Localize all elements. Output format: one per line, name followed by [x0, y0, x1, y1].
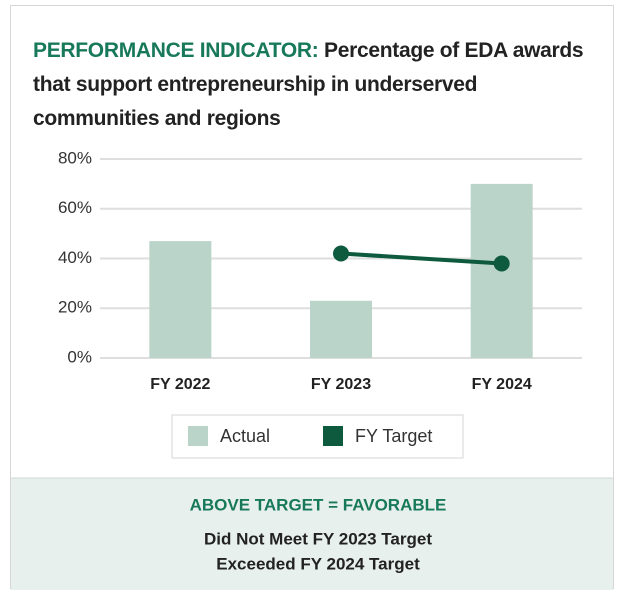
bar: [149, 241, 212, 358]
chart-title: PERFORMANCE INDICATOR: Percentage of EDA…: [33, 34, 603, 136]
legend-label: FY Target: [355, 426, 432, 446]
footer-note: Exceeded FY 2024 Target: [216, 554, 420, 573]
footer-note: Did Not Meet FY 2023 Target: [204, 529, 432, 548]
panel-border: [10, 5, 614, 589]
y-tick-label: 60%: [58, 198, 92, 217]
x-tick-label: FY 2022: [150, 376, 210, 393]
legend-swatch: [188, 426, 208, 446]
y-tick-label: 80%: [58, 148, 92, 167]
legend-box: [171, 414, 464, 459]
y-tick-label: 0%: [67, 347, 92, 366]
title-text: Percentage of EDA awards that support en…: [33, 39, 584, 130]
title-label: PERFORMANCE INDICATOR:: [33, 39, 319, 62]
x-tick-label: FY 2024: [472, 376, 532, 393]
target-line: [340, 251, 502, 266]
target-point: [493, 255, 510, 272]
footer-band: [11, 478, 613, 590]
target-point: [333, 245, 349, 262]
bar: [310, 300, 372, 358]
y-tick-label: 40%: [58, 248, 92, 267]
legend-label: Actual: [220, 426, 270, 446]
footer-heading: ABOVE TARGET = FAVORABLE: [190, 495, 447, 514]
legend-swatch: [323, 426, 343, 446]
y-tick-label: 20%: [58, 298, 92, 317]
x-tick-label: FY 2023: [311, 376, 371, 393]
